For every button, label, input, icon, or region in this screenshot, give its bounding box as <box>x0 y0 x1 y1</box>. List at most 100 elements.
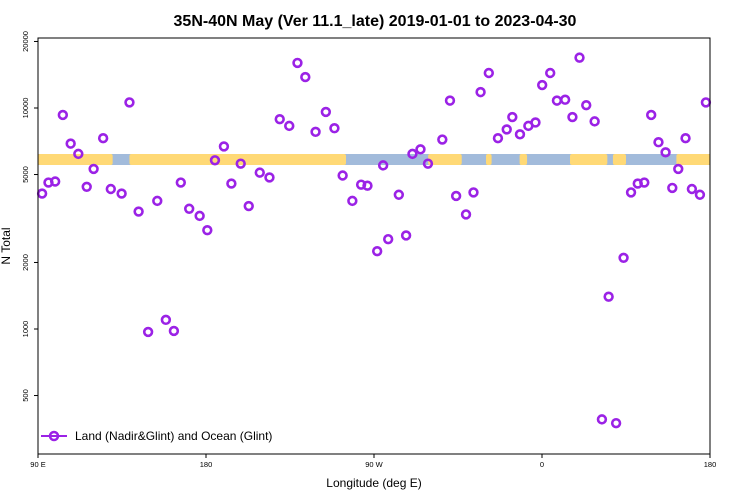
data-point <box>274 113 285 125</box>
data-point <box>530 117 541 128</box>
y-axis-ticks: 500 1000 2000 5000 10000 20000 <box>21 31 38 402</box>
data-point <box>202 224 213 236</box>
data-point <box>65 138 76 149</box>
data-point <box>483 67 494 79</box>
data-point <box>514 129 526 140</box>
data-point <box>264 172 275 183</box>
data-point <box>218 141 230 152</box>
data-point <box>209 155 221 166</box>
x-tick-label: 0 <box>540 460 544 469</box>
data-point <box>567 111 578 123</box>
data-point <box>653 137 664 148</box>
data-point <box>284 120 295 132</box>
data-point <box>501 124 512 135</box>
data-point <box>382 233 394 245</box>
data-point <box>667 182 678 194</box>
land-ocean-band <box>38 154 710 165</box>
data-point <box>536 79 548 91</box>
legend-marker-swatch <box>48 430 60 442</box>
x-tick-label: 180 <box>704 460 717 469</box>
data-point <box>226 178 237 189</box>
data-point <box>194 210 205 222</box>
y-tick-label: 1000 <box>21 321 30 338</box>
data-point <box>175 177 187 188</box>
data-point <box>507 111 518 123</box>
data-point <box>371 245 383 257</box>
data-point <box>300 71 311 83</box>
data-point <box>57 109 69 121</box>
land-segment <box>519 154 528 165</box>
land-segment <box>486 154 492 165</box>
land-segment <box>428 154 462 165</box>
land-segment <box>38 154 113 165</box>
data-point <box>329 123 340 134</box>
data-point <box>105 183 117 195</box>
data-point <box>639 177 650 188</box>
data-point <box>152 195 163 207</box>
data-point <box>400 230 412 241</box>
ocean-band <box>38 154 710 165</box>
y-axis-label: N Total <box>0 227 13 264</box>
data-point <box>625 187 637 198</box>
data-point <box>492 133 504 144</box>
x-axis-ticks: 90 E 180 90 W 0 180 <box>30 454 716 469</box>
y-tick-label: 500 <box>21 389 30 402</box>
data-point <box>168 325 180 337</box>
data-point <box>610 417 622 429</box>
data-point <box>116 188 127 199</box>
y-tick-label: 10000 <box>21 98 30 119</box>
data-point <box>254 167 265 178</box>
data-point <box>377 160 389 171</box>
data-point <box>142 326 154 338</box>
data-point <box>422 158 434 169</box>
legend: Land (Nadir&Glint) and Ocean (Glint) <box>41 429 272 443</box>
chart-title: 35N-40N May (Ver 11.1_late) 2019-01-01 t… <box>174 13 577 30</box>
data-point <box>603 291 614 302</box>
x-tick-label: 90 W <box>365 460 383 469</box>
data-point <box>320 106 332 118</box>
legend-label: Land (Nadir&Glint) and Ocean (Glint) <box>75 429 272 443</box>
data-points <box>36 52 712 429</box>
data-point <box>133 206 144 217</box>
data-point <box>355 179 367 190</box>
data-point <box>292 57 303 69</box>
data-point <box>694 189 706 200</box>
data-point <box>460 209 472 220</box>
data-point <box>88 163 99 175</box>
data-point <box>337 170 348 181</box>
data-point <box>97 133 109 144</box>
x-axis-label: Longitude (deg E) <box>326 476 421 490</box>
y-tick-label: 20000 <box>21 31 30 52</box>
data-point <box>407 148 418 160</box>
data-point <box>235 158 246 169</box>
data-point <box>393 189 405 200</box>
data-point <box>347 195 358 207</box>
data-point <box>444 95 456 106</box>
land-segment <box>612 154 626 165</box>
data-point <box>660 147 671 158</box>
data-point <box>73 148 84 160</box>
data-point <box>450 190 462 202</box>
data-point <box>559 94 571 105</box>
data-point <box>184 203 195 214</box>
data-point <box>673 163 684 175</box>
data-point <box>618 252 629 263</box>
x-tick-label: 90 E <box>30 460 45 469</box>
data-point <box>581 99 592 111</box>
data-point <box>468 187 479 198</box>
data-point <box>574 52 585 63</box>
data-point <box>160 314 172 326</box>
data-point <box>545 67 556 79</box>
data-point <box>243 200 254 212</box>
y-tick-label: 5000 <box>21 166 30 183</box>
data-point <box>49 176 61 187</box>
data-point <box>81 181 92 192</box>
data-point <box>310 126 321 138</box>
data-point <box>362 180 373 191</box>
data-point <box>124 97 135 108</box>
y-tick-label: 2000 <box>21 254 30 271</box>
data-point <box>596 414 608 425</box>
data-point <box>589 116 600 127</box>
data-point <box>680 133 691 144</box>
